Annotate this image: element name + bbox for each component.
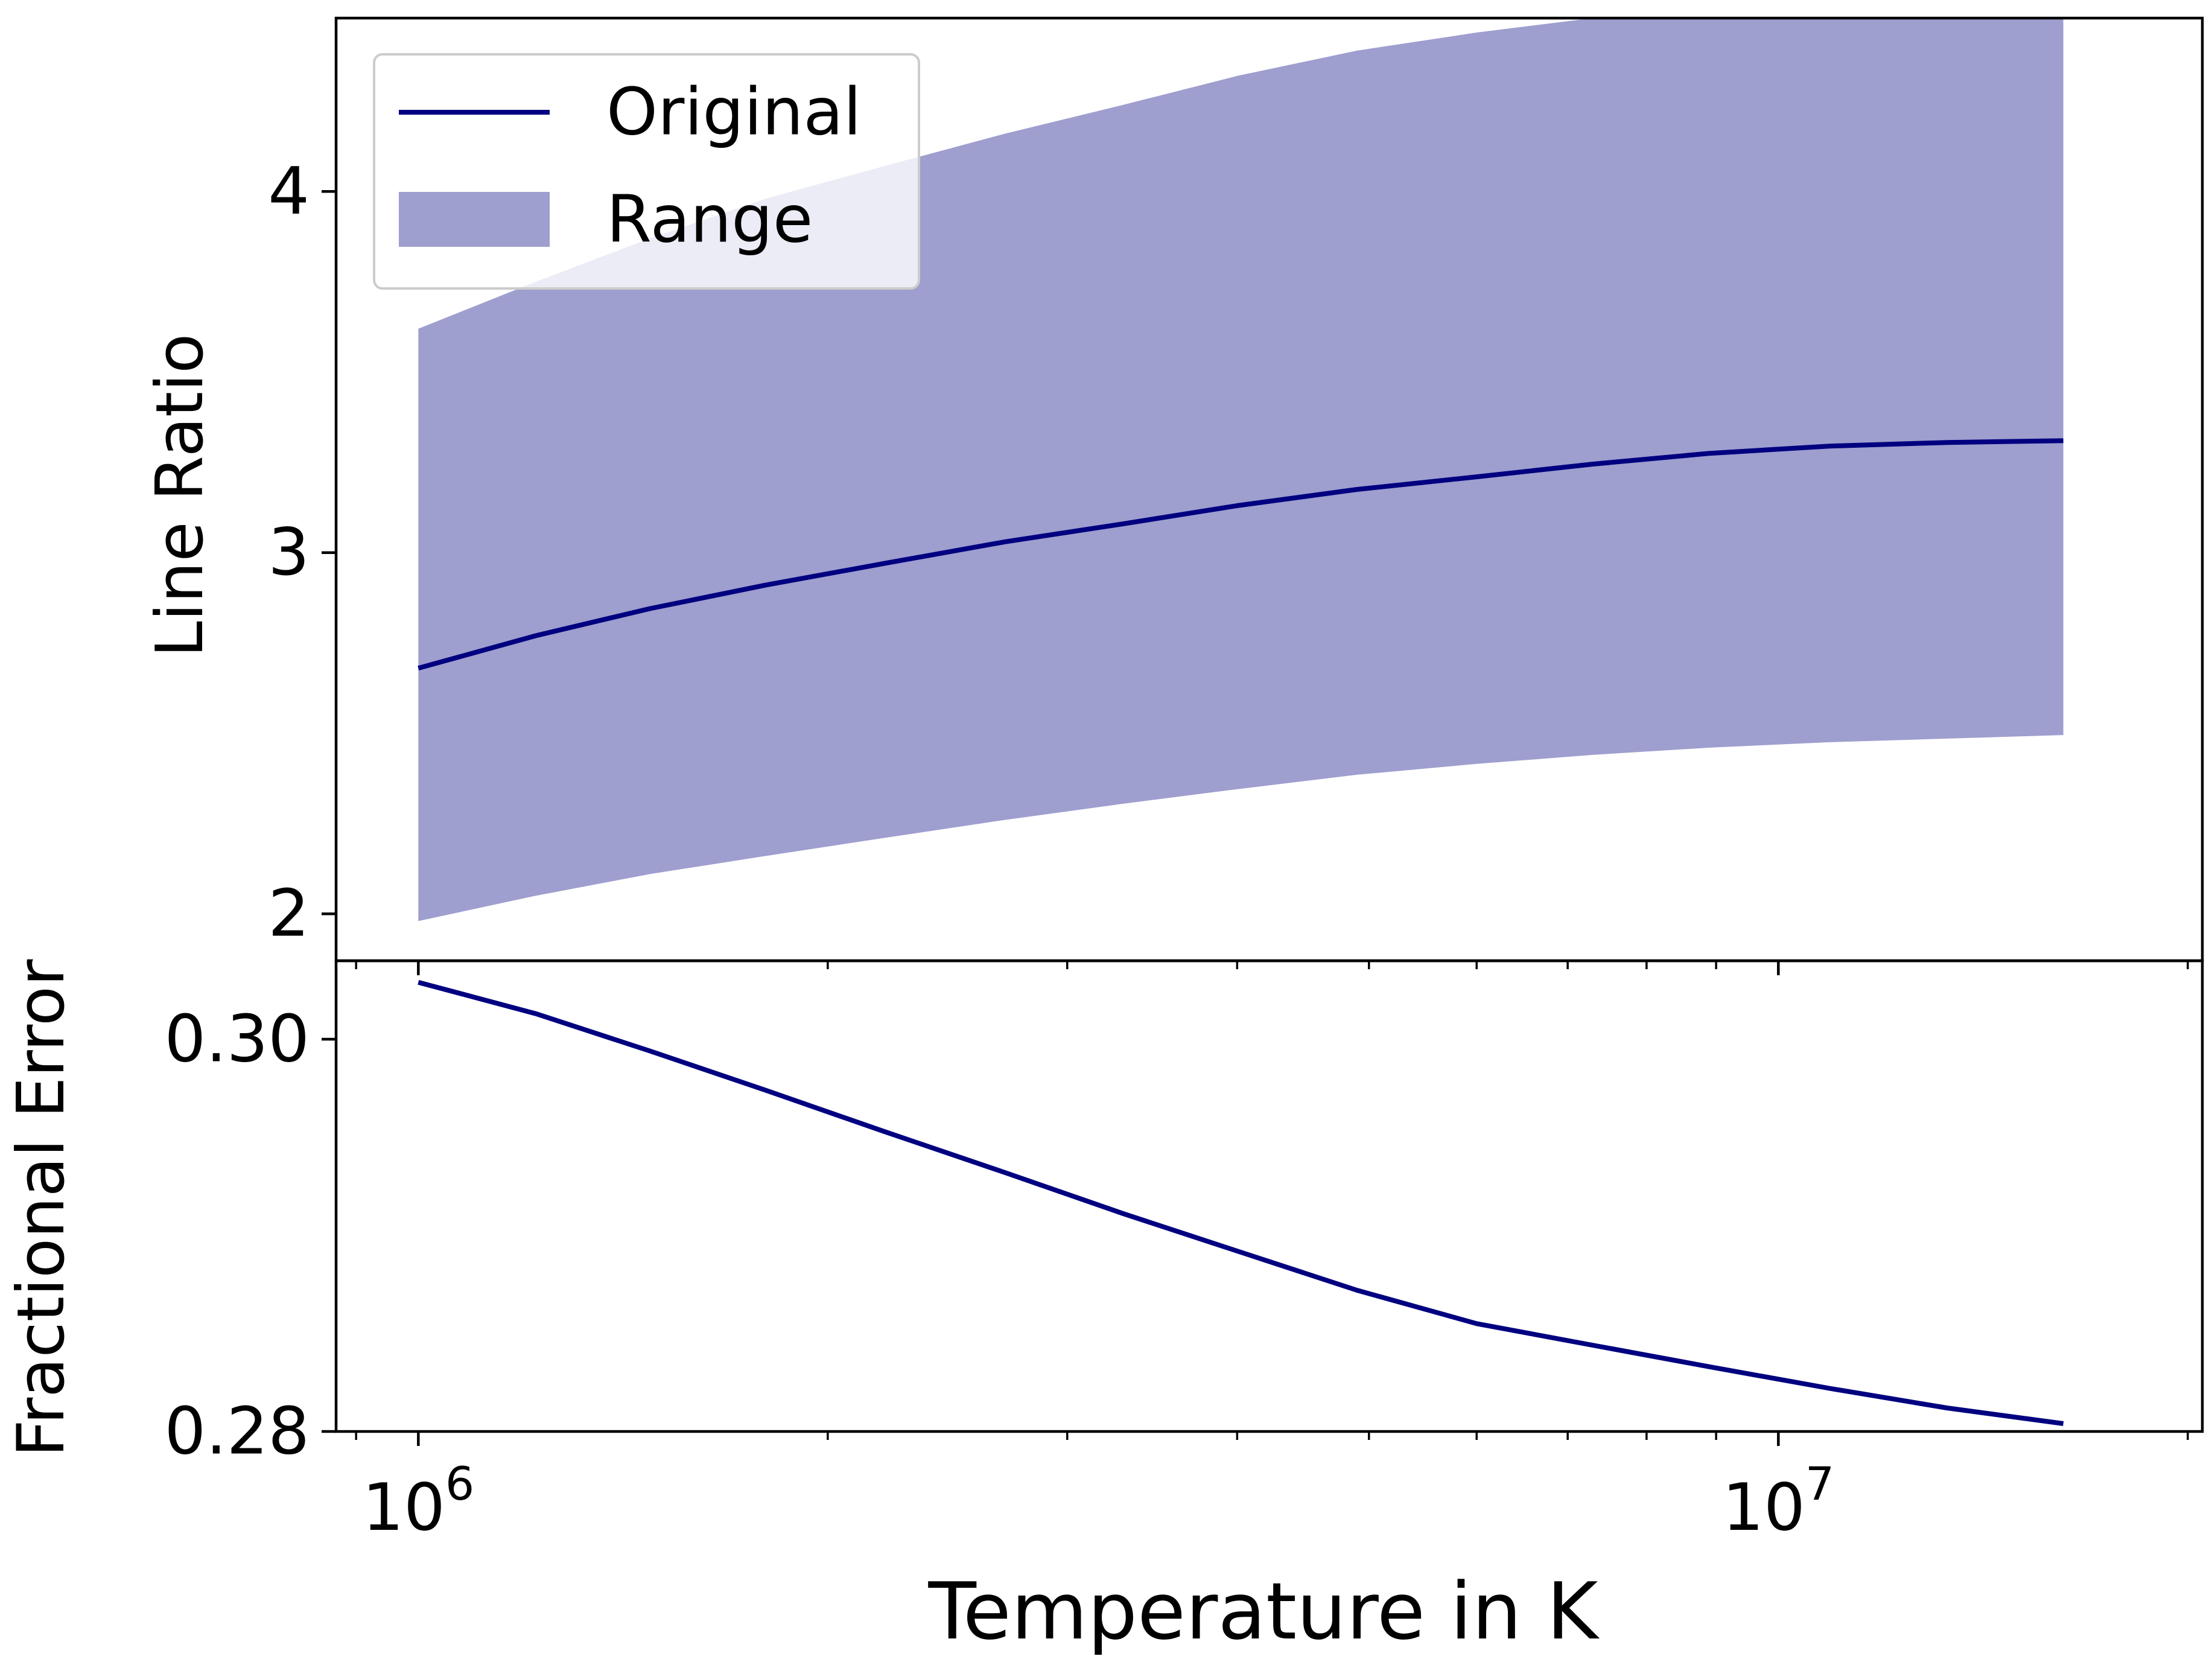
top-y-tick-label: 4 [268,154,310,229]
top-y-tick-label: 3 [268,515,310,590]
bottom-y-ticks: 0.28 0.30 [165,1002,336,1469]
bottom-panel: 0.28 0.30 106 107 Fractional Error Tempera… [4,959,2204,1657]
bottom-axes-frame [334,959,2204,1433]
bottom-y-tick-label: 0.30 [165,1002,310,1077]
legend-original-label: Original [606,75,862,150]
legend-range-label: Range [606,182,813,258]
x-axis-label: Temperature in K [928,1565,1600,1657]
x-tick-label: 107 [1722,1457,1834,1546]
top-panel: 2 3 4 Line Ratio Original Range [142,16,2204,975]
legend-range-swatch [399,192,550,247]
bottom-y-axis-label: Fractional Error [4,959,79,1457]
fractional-error-line [418,979,2064,1426]
original-line [418,438,2064,671]
top-y-ticks: 2 3 4 [268,154,336,952]
bottom-y-tick-label: 0.28 [165,1394,310,1469]
top-y-tick-label: 2 [268,876,310,952]
x-tick-label: 106 [362,1457,474,1546]
bottom-x-ticks: 106 107 [355,1431,2189,1546]
top-x-minor-ticks [355,961,2189,975]
legend: Original Range [373,53,920,290]
top-y-axis-label: Line Ratio [142,334,218,658]
